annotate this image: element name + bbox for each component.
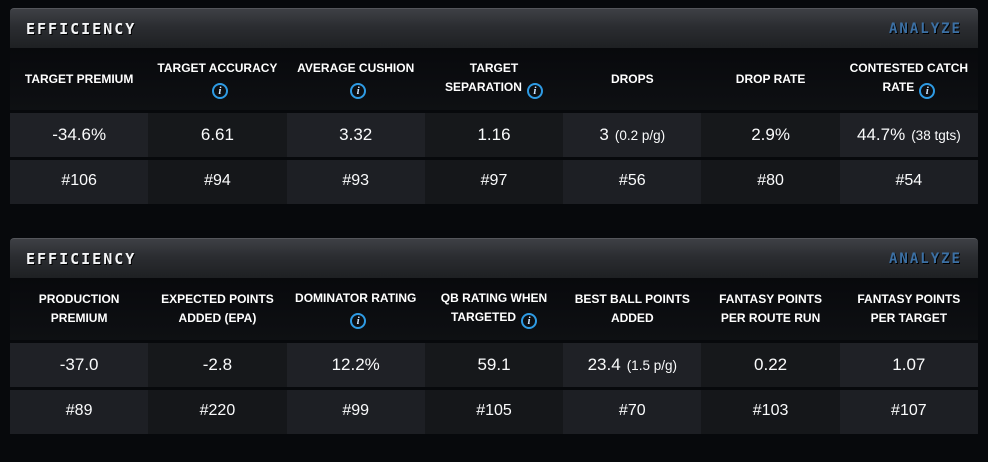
stat-rank: #107 [839,390,978,434]
column-label: EXPECTED POINTS ADDED (EPA) [161,292,274,325]
stat-value-row: -34.6% 6.61 3.32 1.16 3 (0.2 p/g) 2.9% 44… [10,113,978,157]
stat-subvalue: (1.5 p/g) [626,358,677,373]
stat-value-expected-points-added: -2.8 [148,343,287,387]
panel-title: EFFICIENCY [26,19,137,38]
column-label: FANTASY POINTS PER TARGET [857,292,961,325]
column-label: AVERAGE CUSHION [297,60,415,75]
column-label: PRODUCTION PREMIUM [38,292,120,325]
stat-value-row: -37.0 -2.8 12.2% 59.1 23.4 (1.5 p/g) 0.22… [10,343,978,387]
stat-value-dominator-rating: 12.2% [286,343,425,387]
column-header-production-premium: PRODUCTION PREMIUM [10,283,148,335]
stat-rank-row: #89 #220 #99 #105 #70 #103 #107 [10,390,978,434]
stat-value-production-premium: -37.0 [10,343,149,387]
info-icon[interactable]: i [350,83,367,100]
panel-title: EFFICIENCY [26,249,137,268]
info-icon[interactable]: i [521,313,538,330]
column-header-qb-rating-when-targeted: QB RATING WHEN TARGETED i [425,283,563,335]
stat-rank: #89 [10,390,149,434]
column-header-dominator-rating: DOMINATOR RATING i [287,283,425,335]
stat-rank: #70 [563,390,702,434]
stat-rank: #94 [148,160,287,204]
stat-value-fantasy-points-per-target: 1.07 [839,343,978,387]
stat-rank: #99 [286,390,425,434]
analyze-link[interactable]: ANALYZE [888,20,962,37]
stat-value-fantasy-points-per-route-run: 0.22 [701,343,840,387]
stat-value-target-accuracy: 6.61 [148,113,287,157]
column-label: DROP RATE [735,71,806,86]
efficiency-panel-receiving: EFFICIENCY ANALYZE TARGET PREMIUM TARGET… [10,8,978,204]
panel-header: EFFICIENCY ANALYZE [10,238,978,278]
column-header-target-separation: TARGET SEPARATION i [425,53,563,105]
column-header-expected-points-added: EXPECTED POINTS ADDED (EPA) [148,283,286,335]
stat-value-contested-catch-rate: 44.7% (38 tgts) [839,113,978,157]
stat-value-target-premium: -34.6% [10,113,149,157]
column-label: FANTASY POINTS PER ROUTE RUN [719,292,823,325]
column-label: DOMINATOR RATING [295,290,417,305]
column-label: CONTESTED CATCH RATE [849,60,969,94]
column-label: TARGET ACCURACY [157,60,278,75]
stat-value-qb-rating-when-targeted: 59.1 [424,343,564,387]
stat-rank: #220 [148,390,287,434]
stat-rank: #54 [839,160,978,204]
stat-rank: #93 [286,160,425,204]
stat-value-drops: 3 (0.2 p/g) [563,113,702,157]
column-header-target-premium: TARGET PREMIUM [10,53,148,105]
column-header-drop-rate: DROP RATE [701,53,839,105]
stat-rank: #97 [424,160,564,204]
column-label: DROPS [610,71,654,86]
column-label: QB RATING WHEN TARGETED [440,290,548,324]
stat-rank: #106 [10,160,149,204]
info-icon[interactable]: i [526,83,543,100]
stat-subvalue: (0.2 p/g) [614,128,666,143]
stat-value-best-ball-points-added: 23.4 (1.5 p/g) [563,343,702,387]
stat-rank-row: #106 #94 #93 #97 #56 #80 #54 [10,160,978,204]
stat-value-target-separation: 1.16 [424,113,564,157]
analyze-link[interactable]: ANALYZE [888,250,962,267]
stat-rank: #80 [701,160,840,204]
stat-rank: #105 [424,390,564,434]
column-header-best-ball-points-added: BEST BALL POINTS ADDED [563,283,701,335]
column-label: BEST BALL POINTS ADDED [574,292,690,325]
info-icon[interactable]: i [350,313,367,330]
panel-header: EFFICIENCY ANALYZE [10,8,978,48]
info-icon[interactable]: i [919,83,936,100]
stat-value-average-cushion: 3.32 [286,113,425,157]
column-header-contested-catch-rate: CONTESTED CATCH RATE i [840,53,978,105]
stat-value-drop-rate: 2.9% [701,113,840,157]
column-header-average-cushion: AVERAGE CUSHION i [287,53,425,105]
stat-rank: #103 [701,390,840,434]
column-header-row: TARGET PREMIUM TARGET ACCURACY i AVERAGE … [10,48,978,110]
column-header-drops: DROPS [563,53,701,105]
column-label: TARGET SEPARATION [445,60,522,94]
column-header-fantasy-points-per-route-run: FANTASY POINTS PER ROUTE RUN [701,283,839,335]
column-label: TARGET PREMIUM [24,71,134,86]
column-header-row: PRODUCTION PREMIUM EXPECTED POINTS ADDED… [10,278,978,340]
stat-rank: #56 [563,160,702,204]
column-header-target-accuracy: TARGET ACCURACY i [148,53,286,105]
column-header-fantasy-points-per-target: FANTASY POINTS PER TARGET [840,283,978,335]
info-icon[interactable]: i [211,83,228,100]
efficiency-panel-production: EFFICIENCY ANALYZE PRODUCTION PREMIUM EX… [10,238,978,434]
stat-subvalue: (38 tgts) [911,128,961,143]
